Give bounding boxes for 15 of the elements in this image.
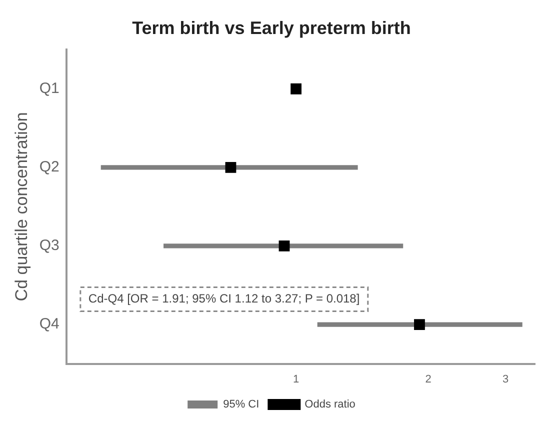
x-tick-label: 1 [292,373,300,386]
x-tick-label: 2 [425,373,432,386]
x-tick-label: 3 [502,373,509,386]
bar [100,165,358,170]
y-axis-title: Cd quartile concentration [12,112,31,302]
bar [164,244,404,248]
legend-label: Odds ratio [304,398,356,411]
y-tick-label: Q1 [39,80,60,98]
annotation: Cd-Q4 [OR = 1.91; 95% CI 1.12 to 3.27; P = 0.018] [88,292,360,306]
y-tick-label: Q3 [39,237,60,254]
legend-label: 95% CI [223,398,260,411]
y-tick-label: Q2 [39,158,60,176]
y-tick-label: Q4 [39,316,60,333]
chart-title: Term birth vs Early preterm birth [132,18,411,38]
bar [317,322,522,327]
